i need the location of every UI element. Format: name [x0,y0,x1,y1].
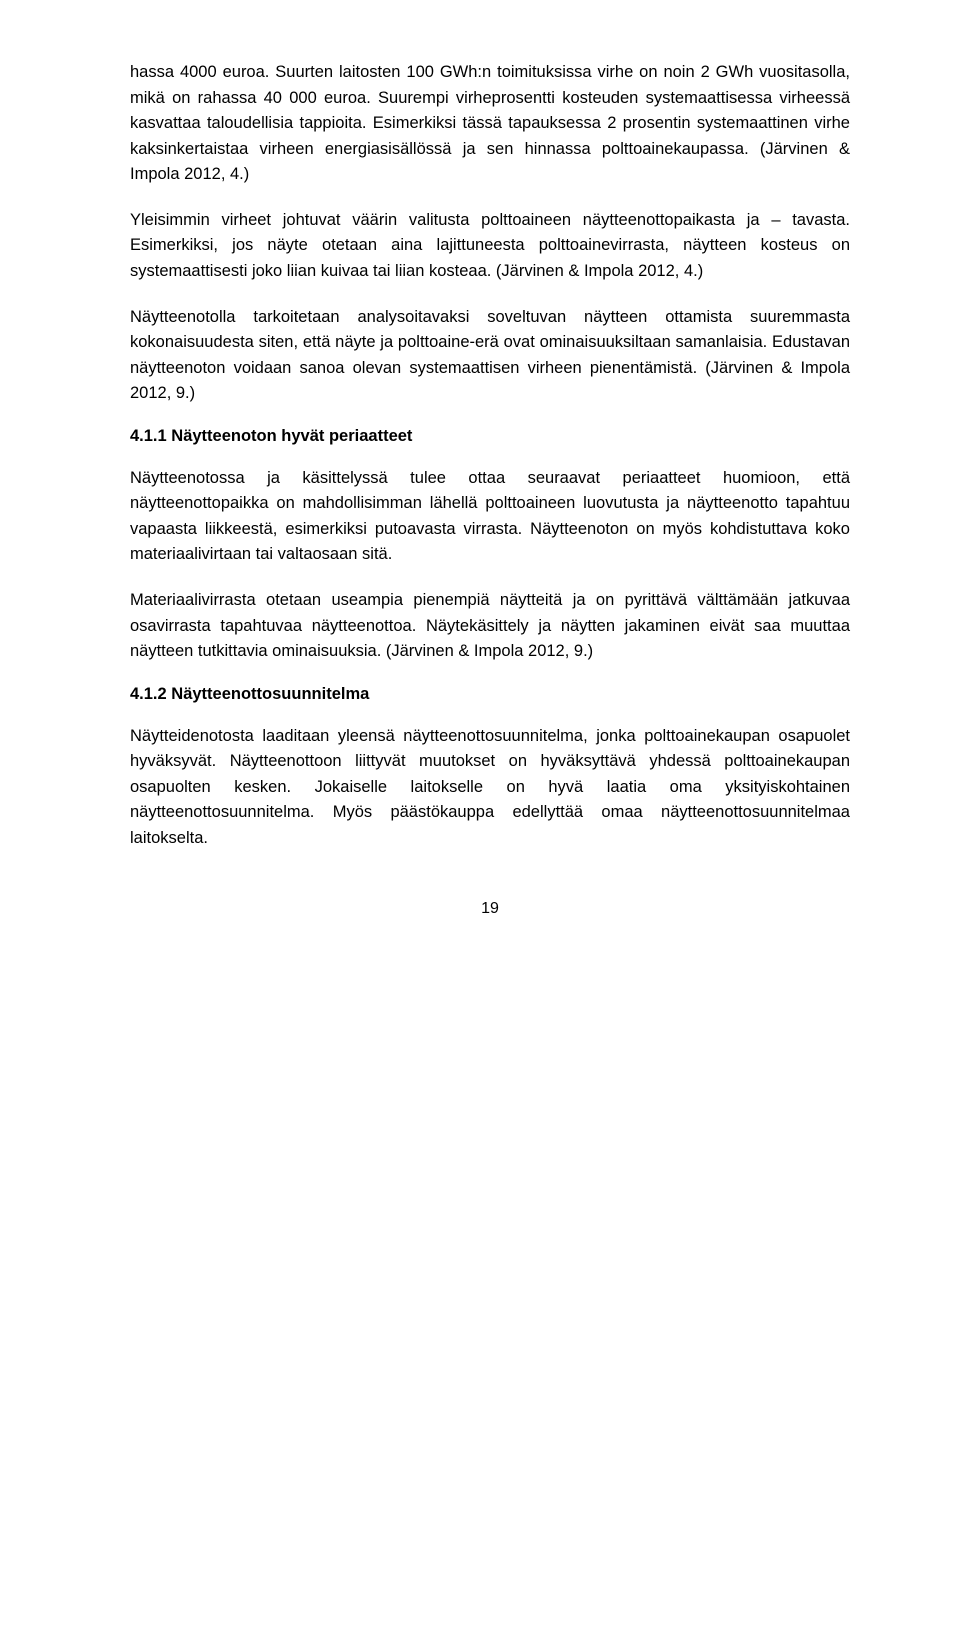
section-heading-412: 4.1.2 Näytteenottosuunnitelma [130,685,850,704]
section-heading-411: 4.1.1 Näytteenoton hyvät periaatteet [130,427,850,446]
body-paragraph: Materiaalivirrasta otetaan useampia pien… [130,588,850,665]
body-paragraph: Näytteidenotosta laaditaan yleensä näytt… [130,724,850,852]
document-page: hassa 4000 euroa. Suurten laitosten 100 … [0,0,960,958]
body-paragraph: Näytteenotossa ja käsittelyssä tulee ott… [130,466,850,568]
body-paragraph: Näytteenotolla tarkoitetaan analysoitava… [130,305,850,407]
page-number: 19 [130,900,850,918]
body-paragraph: hassa 4000 euroa. Suurten laitosten 100 … [130,60,850,188]
body-paragraph: Yleisimmin virheet johtuvat väärin valit… [130,208,850,285]
